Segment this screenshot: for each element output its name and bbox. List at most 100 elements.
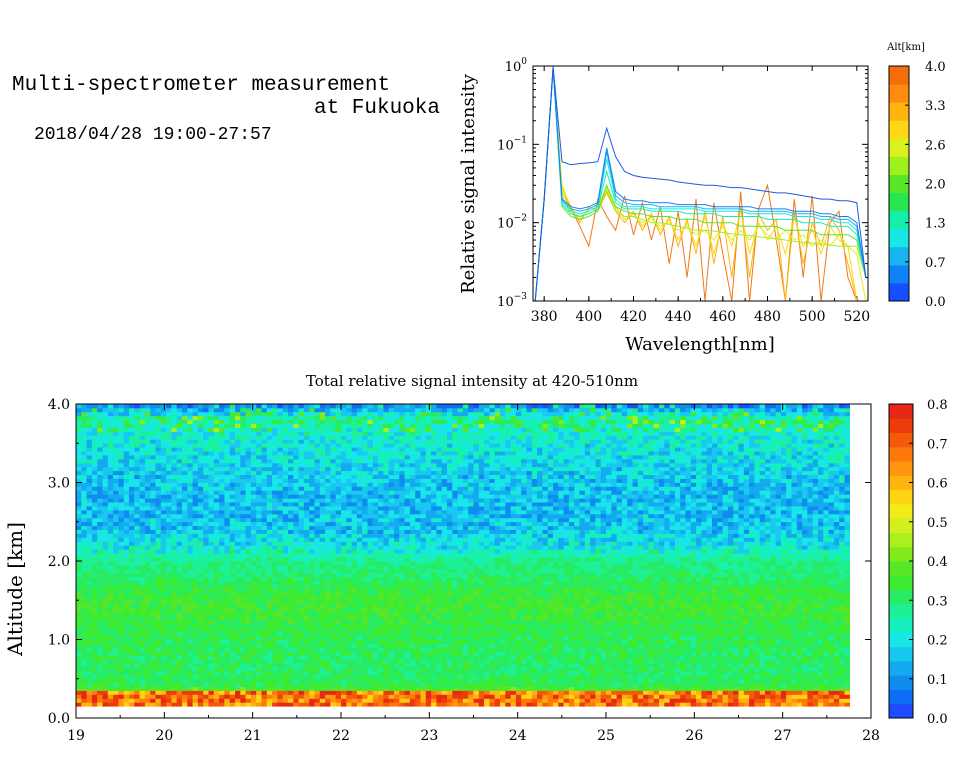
- heatmap-cell: [118, 698, 125, 703]
- heatmap-cell: [97, 659, 103, 664]
- heatmap-cell: [261, 537, 268, 542]
- heatmap-cell: [213, 631, 220, 636]
- heatmap-cell: [144, 615, 151, 621]
- heatmap-cell: [213, 427, 220, 432]
- heatmap-cell: [91, 529, 98, 534]
- heatmap-cell: [335, 486, 342, 491]
- heatmap-cell: [203, 529, 209, 534]
- heatmap-cell: [346, 619, 352, 625]
- heatmap-cell: [155, 478, 162, 483]
- heatmap-cell: [86, 702, 93, 707]
- heatmap-cell: [113, 564, 119, 570]
- heatmap-cell: [288, 490, 294, 495]
- heatmap-cell: [197, 659, 204, 664]
- heatmap-cell: [160, 612, 167, 617]
- heatmap-cell: [187, 564, 193, 570]
- heatmap-cell: [288, 592, 294, 597]
- heatmap-cell: [266, 698, 273, 703]
- heatmap-cell: [367, 623, 374, 629]
- heatmap-cell: [229, 513, 236, 519]
- heatmap-cell: [224, 588, 231, 593]
- heatmap-cell: [219, 455, 225, 460]
- heatmap-cell: [129, 667, 135, 672]
- heatmap-cell: [107, 568, 114, 574]
- heatmap-cell: [197, 482, 204, 487]
- heatmap-cell: [266, 462, 273, 468]
- heatmap-cell: [192, 407, 199, 413]
- heatmap-cell: [367, 513, 374, 519]
- heatmap-cell: [330, 443, 337, 448]
- heatmap-cell: [250, 537, 257, 542]
- heatmap-cell: [150, 447, 156, 452]
- heatmap-cell: [150, 443, 156, 448]
- heatmap-cell: [134, 478, 140, 483]
- heatmap-cell: [150, 529, 156, 534]
- heatmap-cell: [277, 698, 284, 703]
- heatmap-cell: [303, 541, 310, 546]
- heatmap-cell: [97, 667, 103, 672]
- heatmap-cell: [266, 498, 273, 503]
- heatmap-cell: [330, 482, 337, 487]
- heatmap-cell: [330, 447, 337, 452]
- heatmap-cell: [335, 521, 342, 527]
- heatmap-cell: [298, 670, 305, 676]
- heatmap-cell: [293, 659, 299, 664]
- heatmap-cell: [378, 596, 384, 601]
- heatmap-cell: [351, 427, 358, 432]
- heatmap-cell: [282, 690, 289, 695]
- altitude-colorbar-tick-label: 1.3: [925, 217, 946, 232]
- heatmap-cell: [277, 423, 284, 428]
- heatmap-cell: [282, 466, 289, 472]
- heatmap-cell: [171, 643, 178, 648]
- heatmap-cell: [134, 533, 140, 538]
- heatmap-cell: [277, 517, 284, 523]
- heatmap-cell: [293, 608, 299, 613]
- heatmap-cell: [372, 659, 379, 664]
- heatmap-cell: [250, 670, 257, 676]
- heatmap-cell: [356, 459, 363, 464]
- heatmap-cell: [298, 478, 305, 483]
- heatmap-cell: [144, 443, 151, 448]
- heatmap-cell: [362, 423, 368, 428]
- heatmap-cell: [86, 659, 93, 664]
- heatmap-cell: [155, 600, 162, 605]
- heatmap-cell: [113, 651, 119, 656]
- heatmap-cell: [293, 423, 299, 428]
- heatmap-cell: [298, 462, 305, 468]
- heatmap-cell: [356, 659, 363, 664]
- heatmap-cell: [176, 655, 183, 660]
- heatmap-cell: [150, 510, 156, 515]
- heatmap-cell: [372, 667, 379, 672]
- heatmap-cell: [240, 615, 246, 621]
- heatmap-cell: [123, 592, 130, 597]
- heatmap-cell: [383, 557, 390, 562]
- heatmap-cell: [378, 486, 384, 491]
- heatmap-cell: [155, 419, 162, 424]
- heatmap-cell: [123, 545, 130, 550]
- heatmap-cell: [378, 470, 384, 475]
- heatmap-cell: [187, 521, 193, 527]
- heatmap-cell: [378, 498, 384, 503]
- heatmap-cell: [123, 443, 130, 448]
- heatmap-cell: [394, 572, 400, 578]
- heatmap-cell: [155, 623, 162, 629]
- heatmap-cell: [399, 529, 405, 534]
- heatmap-cell: [240, 490, 246, 495]
- heatmap-cell: [102, 572, 109, 578]
- heatmap-cell: [97, 615, 103, 621]
- heatmap-cell: [325, 604, 331, 609]
- heatmap-cell: [240, 474, 246, 479]
- spectrum-ytick-label: 10−3: [497, 292, 527, 310]
- heatmap-cell: [139, 451, 146, 456]
- heatmap-cell: [113, 682, 119, 687]
- heatmap-cell: [166, 419, 172, 424]
- heatmap-cell: [288, 521, 294, 527]
- heatmap-cell: [266, 604, 273, 609]
- heatmap-cell: [171, 690, 178, 695]
- heatmap-cell: [229, 470, 236, 475]
- heatmap-cell: [378, 678, 384, 684]
- heatmap-cell: [81, 415, 87, 421]
- heatmap-cell: [86, 564, 93, 570]
- heatmap-cell: [346, 462, 352, 468]
- heatmap-cell: [346, 667, 352, 672]
